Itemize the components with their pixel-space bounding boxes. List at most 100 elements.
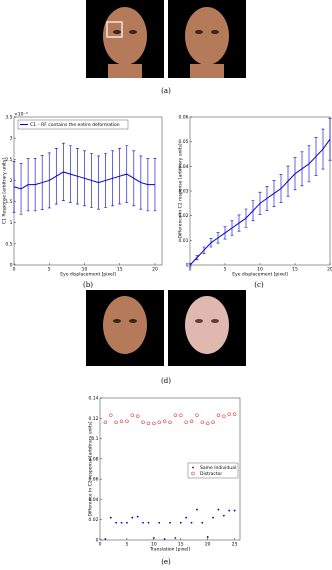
error-bar <box>19 163 23 215</box>
point <box>157 420 161 425</box>
x-tick-label: 15 <box>117 267 123 273</box>
x-tick-label: 10 <box>257 267 263 273</box>
point <box>162 419 167 424</box>
point <box>141 420 145 425</box>
point <box>109 413 113 417</box>
point <box>174 537 177 539</box>
point <box>222 514 225 517</box>
y-tick-label: 0 <box>96 538 99 544</box>
point <box>222 414 226 419</box>
error-bar <box>251 200 255 222</box>
point <box>179 413 183 417</box>
x-axis-label: Translation [pixel] <box>149 547 190 553</box>
y-tick-label: 1.5 <box>5 199 12 205</box>
point <box>205 421 210 426</box>
point <box>104 538 107 540</box>
error-bar <box>272 180 276 207</box>
error-bar <box>125 145 129 203</box>
point <box>196 508 198 511</box>
y-tick-label: 0.14 <box>88 396 98 402</box>
legend-swatch <box>192 466 194 469</box>
error-bar <box>26 158 30 212</box>
y-tick-label: 0.02 <box>88 517 98 523</box>
y-tick-label: 0.02 <box>178 213 188 219</box>
y-tick-label: 3 <box>10 136 13 142</box>
y-tick-label: 3.5 <box>5 115 12 121</box>
error-bar <box>258 191 262 215</box>
error-bar <box>293 157 297 191</box>
error-bar <box>40 155 44 210</box>
error-bar <box>223 226 227 240</box>
point <box>158 521 161 524</box>
x-tick-label: 20 <box>327 267 332 273</box>
error-bar <box>279 174 283 203</box>
y-axis-label: Difference in C2 response [arbitrary uni… <box>178 143 184 238</box>
eye <box>129 30 137 34</box>
point <box>233 509 236 512</box>
caption: (a) <box>161 87 171 95</box>
error-bar <box>75 147 79 205</box>
x-tick-label: 10 <box>151 542 157 548</box>
error-bar <box>321 128 325 170</box>
error-bar <box>33 158 37 212</box>
point <box>125 419 129 424</box>
point <box>216 413 221 417</box>
error-bar <box>286 165 290 197</box>
error-bar <box>153 158 157 212</box>
eye <box>195 319 203 323</box>
faces-d <box>86 290 246 366</box>
error-bar <box>188 263 192 267</box>
point <box>190 521 193 524</box>
x-tick-label: 25 <box>232 542 238 548</box>
plot-area <box>13 116 163 266</box>
point <box>109 516 112 519</box>
error-bar <box>314 137 318 176</box>
error-bar <box>244 208 248 228</box>
y-tick-label: 2.5 <box>5 157 12 163</box>
point <box>195 413 199 417</box>
error-bar <box>265 186 269 211</box>
point <box>185 516 188 519</box>
legend-label: Same Individual <box>200 465 236 471</box>
y-axis-label: Difference in C2 response [arbitrary uni… <box>88 421 94 516</box>
x-tick-label: 20 <box>205 542 211 548</box>
y-tick-label: 0.1 <box>91 436 98 442</box>
error-bar <box>82 150 86 207</box>
point <box>228 509 231 512</box>
point <box>217 508 220 511</box>
x-tick-label: 15 <box>292 267 298 273</box>
caption: (e) <box>161 558 171 566</box>
legend-box <box>17 119 129 130</box>
y-tick-label: 0.5 <box>5 241 12 247</box>
x-tick-label: 15 <box>178 542 184 548</box>
face <box>185 296 229 354</box>
point <box>146 421 151 426</box>
x-tick-label: 5 <box>125 542 128 548</box>
point <box>168 420 172 425</box>
point <box>184 420 188 425</box>
point <box>211 420 215 425</box>
point <box>126 521 128 524</box>
point <box>212 516 214 519</box>
face <box>185 7 229 65</box>
point <box>169 521 171 524</box>
eye <box>113 30 121 34</box>
error-bar <box>97 155 101 210</box>
eye <box>113 319 121 323</box>
point <box>163 538 166 540</box>
point <box>136 515 139 518</box>
point <box>206 536 209 538</box>
point <box>152 537 155 539</box>
point <box>142 521 144 524</box>
y-tick-label: 0.12 <box>88 416 98 422</box>
error-bar <box>230 220 234 236</box>
point <box>200 420 205 425</box>
point <box>201 521 204 524</box>
legend-label: C1 – RF contains the entire deformation <box>30 122 120 128</box>
point <box>119 419 124 424</box>
point <box>232 412 237 416</box>
error-bar <box>90 153 94 208</box>
y-tick-label: 0.01 <box>178 238 188 244</box>
point <box>173 413 178 417</box>
